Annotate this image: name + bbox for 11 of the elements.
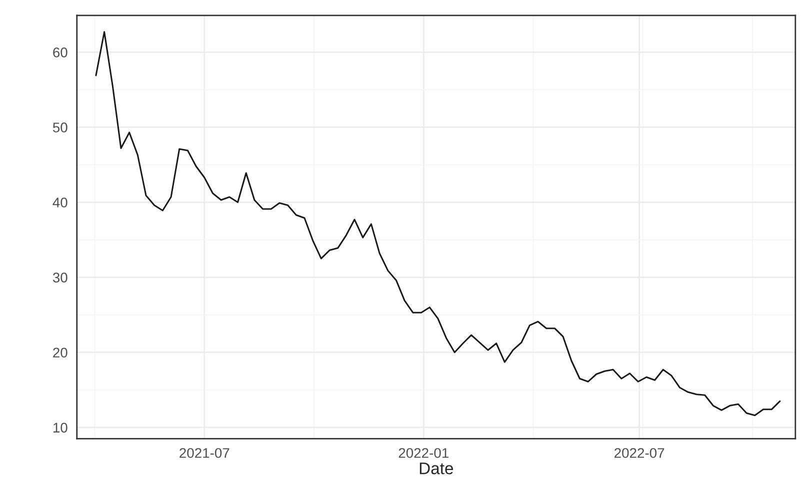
y-tick-label: 60 (53, 48, 68, 58)
y-tick-label: 30 (52, 272, 68, 282)
y-tick-label: 10 (53, 422, 68, 433)
x-tick-label: 2022-01 (398, 448, 448, 458)
x-tick-label: 2021-07 (180, 448, 230, 458)
x-tick-label: 2022-07 (614, 448, 664, 458)
y-tick-label: 40 (52, 198, 68, 208)
y-tick-label: 50 (52, 122, 68, 132)
x-axis-title: Date (420, 462, 454, 474)
y-tick-label: 20 (53, 348, 68, 358)
line-series (95, 31, 781, 416)
